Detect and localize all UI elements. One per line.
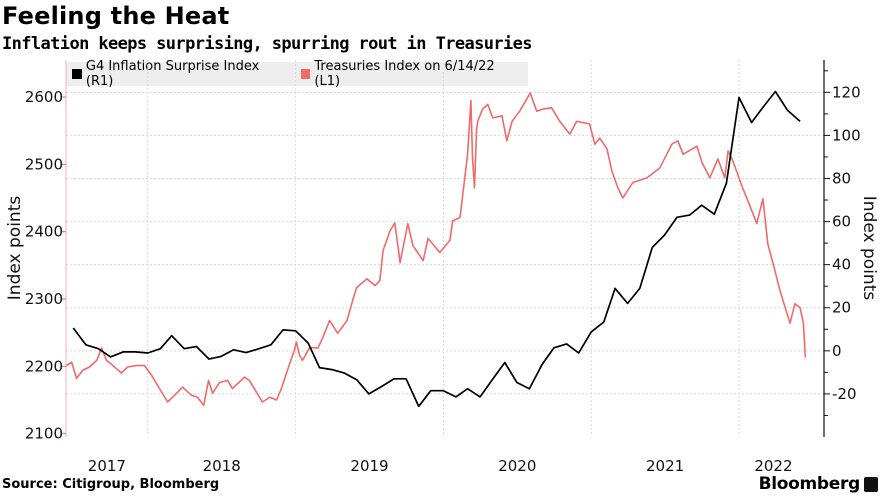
right-axis-tick-label: 120 bbox=[832, 83, 861, 101]
left-axis-tick-label: 2600 bbox=[25, 88, 63, 106]
x-axis-tick-label: 2018 bbox=[203, 457, 241, 475]
left-axis-tick-label: 2300 bbox=[25, 290, 63, 308]
left-axis-tick-label: 2200 bbox=[25, 357, 63, 375]
source-note: Source: Citigroup, Bloomberg bbox=[2, 477, 220, 492]
bloomberg-chart-icon bbox=[864, 477, 878, 492]
legend: G4 Inflation Surprise Index (R1) Treasur… bbox=[66, 59, 528, 89]
chart-subtitle: Inflation keeps surprising, spurring rou… bbox=[2, 34, 533, 54]
legend-label: G4 Inflation Surprise Index (R1) bbox=[85, 59, 260, 89]
chart-title: Feeling the Heat bbox=[2, 2, 230, 30]
series-line-treasuries-index bbox=[65, 92, 807, 407]
x-axis-tick-label: 2020 bbox=[498, 457, 536, 475]
right-axis-label: Index points bbox=[859, 196, 879, 301]
bloomberg-logo: Bloomberg bbox=[758, 474, 861, 494]
right-axis-tick-label: 0 bbox=[832, 342, 842, 360]
right-axis-tick-label: 40 bbox=[832, 256, 851, 274]
left-axis-tick-label: 2500 bbox=[25, 155, 63, 173]
x-axis-tick-label: 2021 bbox=[646, 457, 684, 475]
right-axis-tick-label: 100 bbox=[832, 126, 861, 144]
legend-swatch-black bbox=[72, 69, 82, 79]
right-axis-tick-label: -20 bbox=[832, 385, 857, 403]
x-axis-tick-label: 2017 bbox=[88, 457, 126, 475]
legend-item-inflation: G4 Inflation Surprise Index (R1) bbox=[72, 59, 289, 89]
right-axis-tick-label: 20 bbox=[832, 299, 851, 317]
legend-label: Treasuries Index on 6/14/22 (L1) bbox=[314, 59, 495, 89]
legend-swatch-red bbox=[300, 69, 311, 79]
left-axis-tick-label: 2400 bbox=[25, 223, 63, 241]
series-line-g4-inflation-surprise bbox=[72, 90, 801, 408]
left-axis-label: Index points bbox=[5, 196, 25, 301]
right-axis-tick-label: 60 bbox=[832, 213, 851, 231]
x-axis-tick-label: 2019 bbox=[350, 457, 388, 475]
x-axis-tick-label: 2022 bbox=[754, 457, 792, 475]
right-axis-tick-label: 80 bbox=[832, 169, 851, 187]
left-axis-tick-label: 2100 bbox=[25, 425, 63, 443]
legend-item-treasuries: Treasuries Index on 6/14/22 (L1) bbox=[300, 59, 522, 89]
